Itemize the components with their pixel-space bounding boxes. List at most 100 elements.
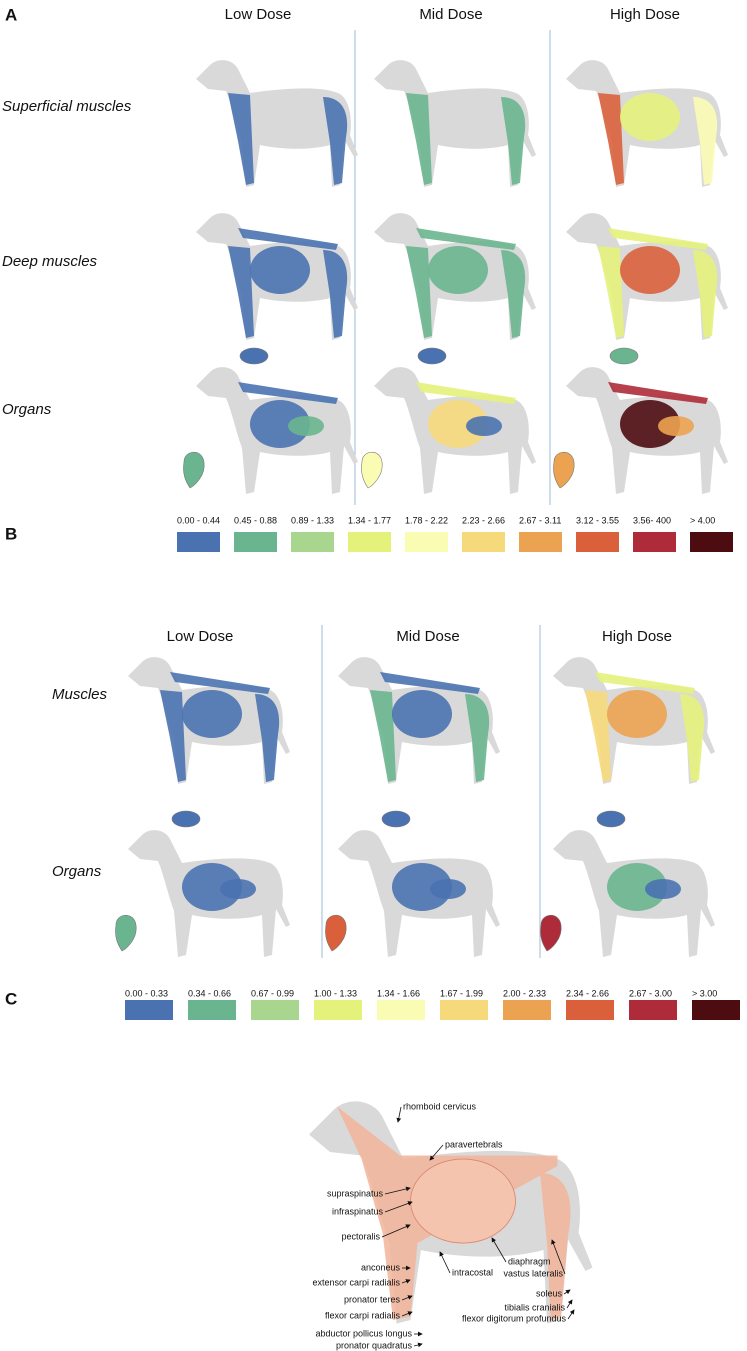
heart (115, 914, 137, 952)
dog (183, 347, 358, 494)
annotation-arrow (566, 1299, 573, 1309)
annotation: intracostal (452, 1267, 493, 1277)
annotation-arrow (381, 1224, 411, 1238)
annotation: soleus (536, 1288, 563, 1298)
legend-swatch (519, 532, 562, 552)
dog (115, 810, 290, 957)
legend-label: 1.34 - 1.66 (377, 988, 420, 998)
organ (645, 879, 681, 899)
hind-limb (680, 694, 705, 782)
hind-limb (693, 97, 718, 185)
legend-label: 0.34 - 0.66 (188, 988, 231, 998)
hind-limb (501, 97, 526, 185)
ribcage (428, 246, 488, 294)
annotation-arrow (429, 1144, 444, 1161)
legend-label: 2.67 - 3.11 (519, 515, 561, 525)
back-muscle (238, 228, 338, 250)
dog (196, 60, 358, 187)
legend-label: 1.34 - 1.77 (348, 515, 391, 525)
legend-swatch (251, 1000, 299, 1020)
fore-limb (228, 246, 254, 338)
legend-swatch (576, 532, 619, 552)
back-muscle (416, 382, 516, 404)
dog (553, 347, 728, 494)
legend-label: 0.00 - 0.44 (177, 515, 220, 525)
annotation-arrow (384, 1186, 411, 1195)
hind-muscle (540, 1173, 571, 1320)
organ (220, 879, 256, 899)
legend-swatch (234, 532, 277, 552)
legend-swatch (566, 1000, 614, 1020)
fore-limb (370, 690, 396, 782)
annotation: anconeus (361, 1262, 401, 1272)
legend-label: 0.89 - 1.33 (291, 515, 334, 525)
dog (128, 657, 290, 784)
ribcage (392, 863, 452, 911)
panel-label: B (5, 524, 17, 543)
legend-label: 0.67 - 0.99 (251, 988, 294, 998)
heart (361, 451, 383, 489)
ribcage (250, 246, 310, 294)
dog (325, 810, 500, 957)
annotation: vastus lateralis (503, 1268, 563, 1278)
legend-label: 2.34 - 2.66 (566, 988, 609, 998)
brain (171, 810, 201, 828)
annotation-arrow (401, 1311, 413, 1317)
legend-swatch (125, 1000, 173, 1020)
annotation-arrow (401, 1279, 411, 1284)
row-label: Organs (2, 401, 52, 418)
dog (540, 810, 715, 957)
fore-limb (598, 93, 624, 185)
annotation: pronator quadratus (336, 1340, 413, 1350)
hind-limb (323, 97, 348, 185)
annotation: flexor carpi radialis (325, 1310, 401, 1320)
annotation-arrow (491, 1237, 507, 1263)
row-label: Deep muscles (2, 253, 98, 270)
dog (566, 213, 728, 340)
back-muscle (608, 228, 708, 250)
ribcage (250, 400, 310, 448)
column-header: Low Dose (167, 628, 234, 645)
ribcage-muscle (410, 1158, 516, 1244)
legend-label: 2.00 - 2.33 (503, 988, 546, 998)
legend-label: 0.00 - 0.33 (125, 988, 168, 998)
back-muscle (380, 672, 480, 694)
annotation-arrow (551, 1239, 566, 1275)
dog (196, 213, 358, 340)
annotation-arrow (563, 1289, 571, 1295)
dog (374, 60, 536, 187)
heart (540, 914, 562, 952)
ribcage (620, 93, 680, 141)
organ (658, 416, 694, 436)
legend-label: > 3.00 (692, 988, 717, 998)
hind-limb (255, 694, 280, 782)
ribcage (428, 400, 488, 448)
fore-limb (406, 246, 432, 338)
legend-label: > 4.00 (690, 515, 715, 525)
hind-limb (323, 250, 348, 338)
column-header: Low Dose (225, 6, 292, 23)
annotation: pectoralis (341, 1231, 380, 1241)
legend-swatch (314, 1000, 362, 1020)
ribcage (182, 690, 242, 738)
ribcage (182, 863, 242, 911)
dog (338, 657, 500, 784)
brain (381, 810, 411, 828)
row-label: Superficial muscles (2, 98, 132, 115)
back-muscle (416, 228, 516, 250)
annotation-arrow (396, 1106, 402, 1123)
legend-swatch (629, 1000, 677, 1020)
back-muscle (608, 382, 708, 404)
annotation-arrow (384, 1201, 413, 1213)
legend-swatch (188, 1000, 236, 1020)
legend-swatch (503, 1000, 551, 1020)
back-muscle (238, 382, 338, 404)
brain (596, 810, 626, 828)
ribcage (392, 690, 452, 738)
annotation: abductor pollicus longus (315, 1328, 412, 1338)
ribcage (607, 863, 667, 911)
legend-label: 0.45 - 0.88 (234, 515, 277, 525)
heart (553, 451, 575, 489)
annotation: pronator teres (344, 1294, 401, 1304)
dog-anatomy (309, 1101, 593, 1324)
